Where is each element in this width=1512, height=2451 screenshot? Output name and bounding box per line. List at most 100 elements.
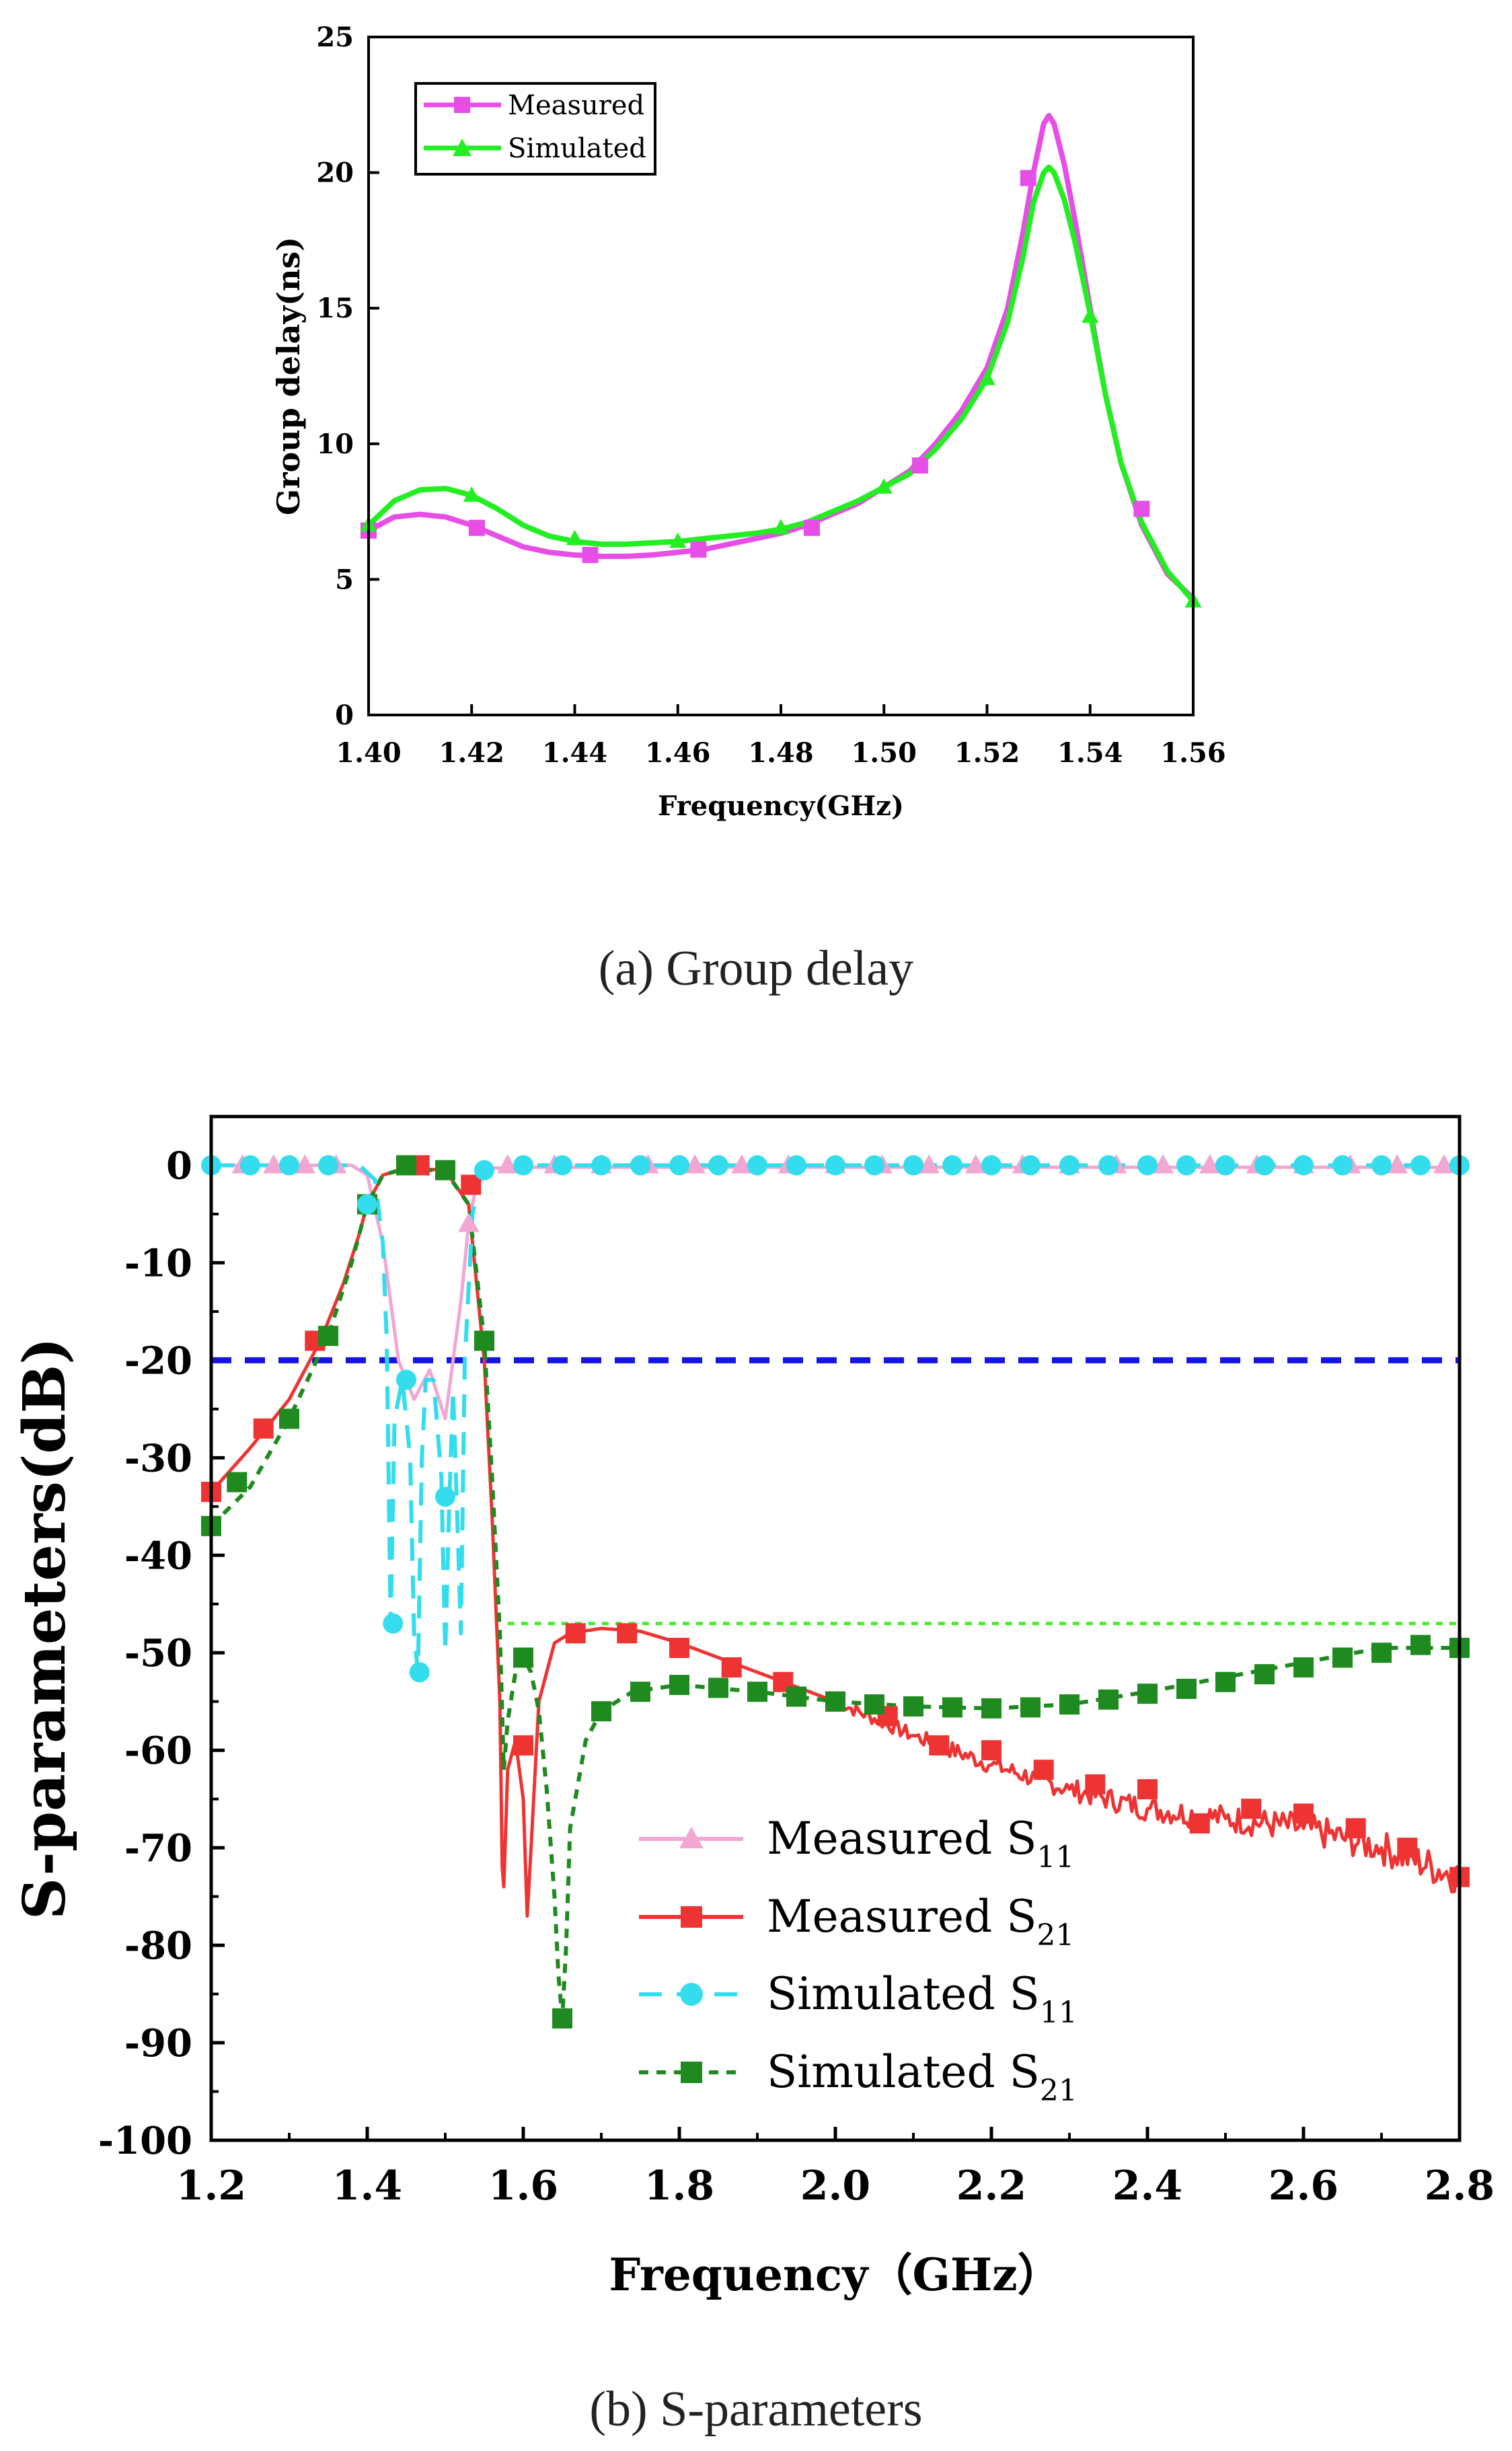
data-point-simulated <box>669 532 687 548</box>
legend-marker-measured-s11 <box>679 1827 704 1848</box>
svg-text:Simulated S21: Simulated S21 <box>767 2046 1078 2108</box>
data-point-simulated-s21 <box>1137 1684 1158 1704</box>
plot-frame <box>367 36 1195 716</box>
group-delay-tick-labels: 1.40 1.42 1.44 1.46 1.48 1.50 1.52 1.54 1.56 0 5 10… <box>316 22 1225 769</box>
legend-sub-measured-s21: 21 <box>1036 1918 1074 1953</box>
data-point-simulated <box>1082 307 1099 323</box>
data-point-simulated-s11 <box>591 1155 611 1176</box>
data-point-measured-s21 <box>981 1740 1001 1761</box>
data-point-simulated-s11 <box>318 1155 338 1176</box>
data-point-simulated-s11 <box>786 1155 806 1176</box>
legend-item-measured-s11: Measured S11 <box>639 1813 1074 1875</box>
data-point-simulated-s21 <box>227 1472 248 1493</box>
data-point-simulated-s21 <box>669 1675 689 1696</box>
data-point-simulated-s21 <box>942 1697 962 1718</box>
y-tick-label: 0 <box>335 700 354 731</box>
data-point-simulated-s21 <box>630 1682 650 1702</box>
data-point-measured-s21 <box>461 1174 482 1195</box>
data-point-simulated-s11 <box>825 1155 845 1176</box>
y-tick-label: -50 <box>124 1631 192 1675</box>
data-point-measured-s21 <box>1241 1799 1262 1819</box>
series-line-simulated <box>369 164 1193 603</box>
data-point-simulated <box>566 529 584 545</box>
y-tick-label: -30 <box>124 1436 192 1480</box>
x-tick-label: 1.4 <box>332 2162 402 2210</box>
data-point-simulated-s11 <box>1020 1155 1041 1176</box>
data-point-measured-s21 <box>513 1735 533 1756</box>
data-point-simulated-s11 <box>513 1155 533 1176</box>
x-tick-label: 2.2 <box>956 2162 1026 2210</box>
data-point-simulated-s21 <box>1410 1634 1431 1655</box>
s-param-markers <box>201 1154 1470 2029</box>
data-point-simulated-s11 <box>1059 1155 1080 1176</box>
data-point-simulated-s11 <box>279 1155 299 1176</box>
x-tick-label: 2.8 <box>1425 2162 1495 2210</box>
data-point-simulated-s11 <box>409 1662 430 1683</box>
data-point-measured <box>1133 500 1150 517</box>
data-point-measured <box>690 541 707 558</box>
x-axis-label: Frequency(GHz) <box>658 790 904 822</box>
data-point-simulated-s11 <box>630 1155 650 1176</box>
data-point-measured <box>582 547 599 564</box>
data-point-measured <box>468 519 485 536</box>
y-tick-label: -80 <box>124 1924 192 1968</box>
data-point-simulated-s11 <box>903 1155 923 1176</box>
data-point-simulated-s11 <box>1332 1155 1353 1176</box>
y-tick-label: -20 <box>124 1338 192 1383</box>
data-point-simulated-s11 <box>981 1155 1001 1176</box>
data-point-measured-s11 <box>1386 1154 1408 1174</box>
x-tick-label: 2.0 <box>800 2162 870 2210</box>
data-point-measured-s21 <box>669 1637 689 1658</box>
x-tick-label: 1.46 <box>645 737 710 769</box>
x-tick-label: 1.44 <box>542 737 607 769</box>
data-point-simulated-s21 <box>1332 1647 1353 1668</box>
data-point-simulated-s21 <box>1176 1678 1197 1699</box>
data-point-simulated-s21 <box>786 1686 806 1707</box>
data-point-simulated-s11 <box>1098 1155 1119 1176</box>
legend-label-measured-s11: Measured S <box>767 1813 1036 1864</box>
x-axis-label: Frequency（GHz） <box>609 2249 1061 2301</box>
data-point-measured-s11 <box>294 1154 315 1174</box>
legend-marker-simulated-s21 <box>681 2062 702 2083</box>
data-point-simulated-s21 <box>513 1647 533 1668</box>
y-tick-label: 0 <box>166 1143 192 1188</box>
data-point-measured <box>911 457 928 474</box>
data-point-simulated-s21 <box>1215 1671 1236 1692</box>
series-line-measured-s21 <box>211 1166 1460 1918</box>
data-point-measured-s11 <box>918 1154 940 1174</box>
data-point-measured-s11 <box>1199 1154 1221 1174</box>
x-tick-label: 1.56 <box>1160 737 1225 769</box>
data-point-measured-s21 <box>1085 1774 1106 1795</box>
plot-frame <box>209 1115 1462 2142</box>
data-point-measured <box>803 519 820 536</box>
legend: Measured Simulated <box>414 82 656 176</box>
data-point-simulated-s21 <box>1059 1694 1080 1715</box>
data-point-simulated-s11 <box>1371 1155 1392 1176</box>
data-point-simulated-s11 <box>383 1613 404 1634</box>
data-point-simulated-s21 <box>279 1408 299 1429</box>
data-point-simulated-s21 <box>903 1696 923 1717</box>
y-tick-label: 15 <box>316 293 354 324</box>
svg-text:Measured S11: Measured S11 <box>767 1813 1074 1875</box>
y-axis-label: S-parameters(dB) <box>11 1337 79 1920</box>
x-tick-label: 1.52 <box>954 737 1020 769</box>
legend-item-simulated-s11: Simulated S11 <box>639 1968 1078 2030</box>
group-delay-markers <box>360 169 1202 608</box>
data-point-simulated-s11 <box>1137 1155 1158 1176</box>
group-delay-ticks <box>367 36 1195 716</box>
legend-sub-simulated-s21: 21 <box>1040 2074 1078 2108</box>
data-point-simulated <box>978 369 996 385</box>
legend-sub-measured-s11: 11 <box>1036 1840 1074 1875</box>
y-tick-label: -40 <box>124 1534 192 1578</box>
x-tick-label: 1.40 <box>336 737 401 769</box>
data-point-simulated-s21 <box>1371 1643 1392 1663</box>
s-parameters-chart: 1.2 1.4 1.6 1.8 2.0 2.2 2.4 2.6 2.8 0 -10 -20 -30 -40… <box>11 1115 1495 2301</box>
y-tick-label: -10 <box>124 1241 192 1285</box>
x-tick-label: 1.54 <box>1057 737 1123 769</box>
legend-label-simulated-s11: Simulated S <box>767 1968 1040 2020</box>
y-axis-label: Group delay(ns) <box>270 237 307 515</box>
svg-text:Measured S21: Measured S21 <box>767 1891 1074 1953</box>
data-point-simulated-s11 <box>435 1486 455 1507</box>
y-tick-label: -90 <box>124 2021 192 2066</box>
